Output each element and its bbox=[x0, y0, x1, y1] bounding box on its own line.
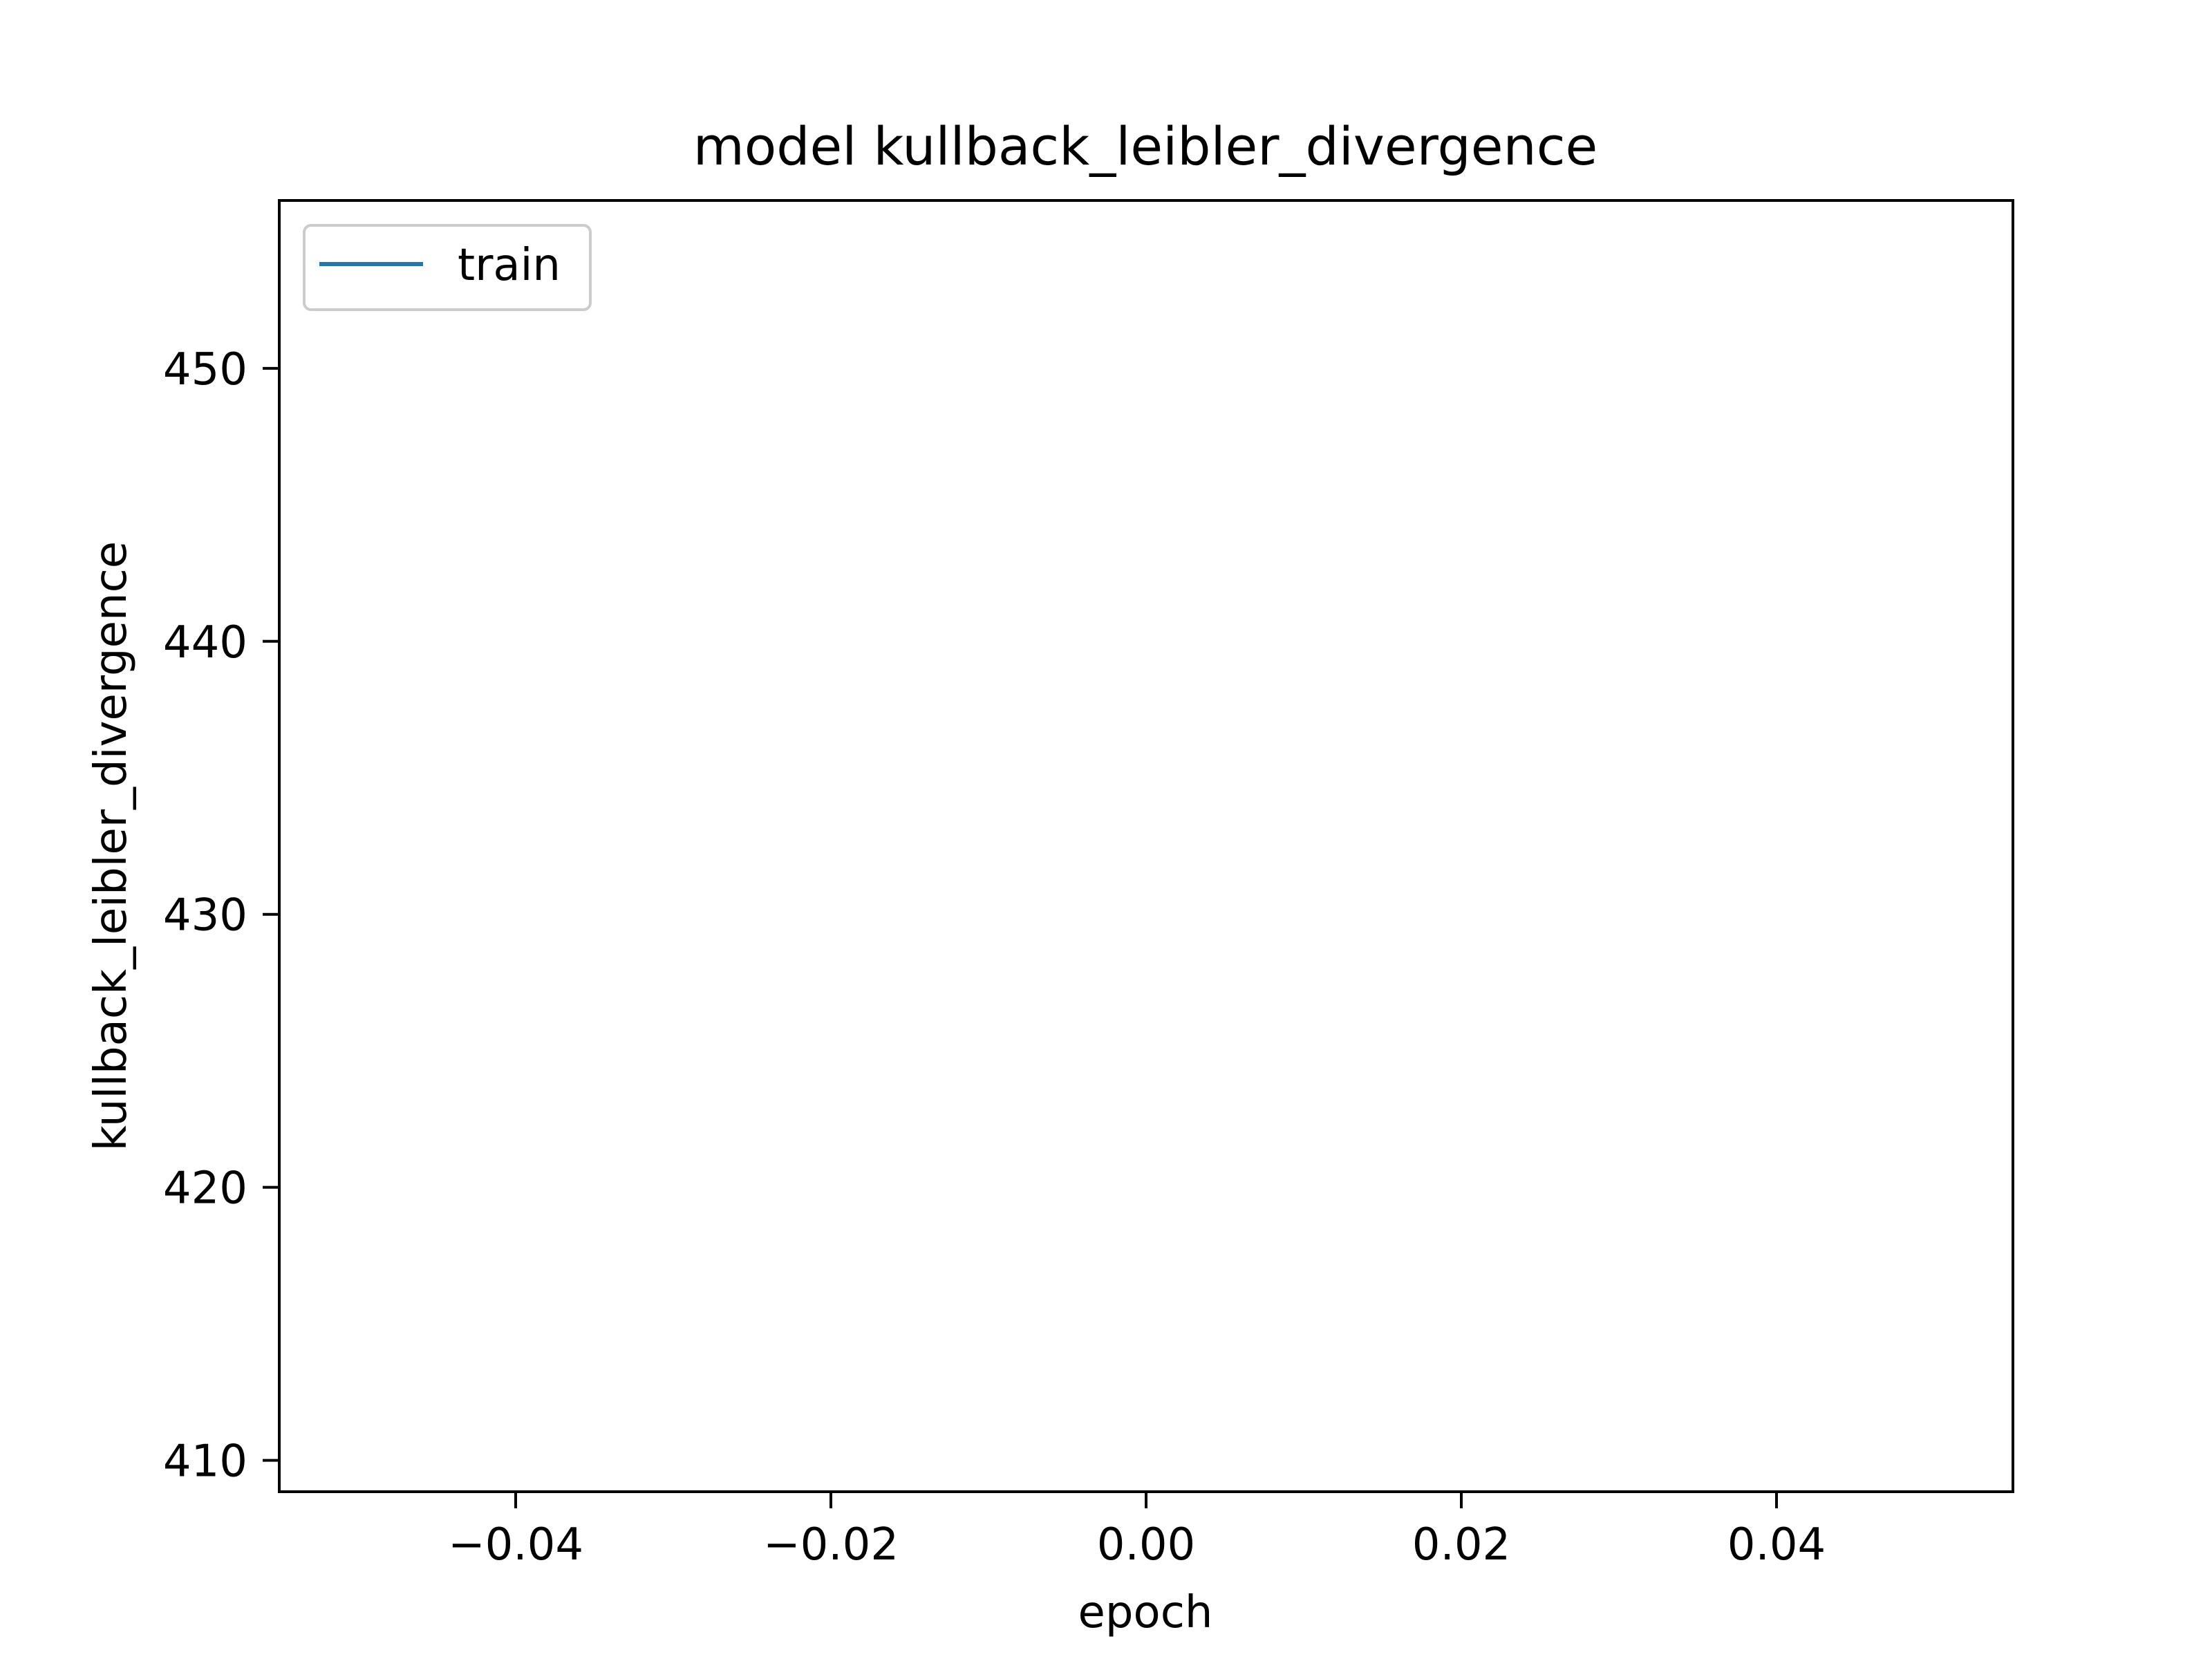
y-axis-label: kullback_leibler_divergence bbox=[86, 541, 137, 1151]
y-tick-label: 410 bbox=[163, 1436, 247, 1488]
plot-area bbox=[279, 200, 2013, 1492]
y-tick-label: 420 bbox=[163, 1163, 247, 1215]
x-tick-label: 0.00 bbox=[1097, 1519, 1196, 1571]
x-axis-label: epoch bbox=[1078, 1587, 1213, 1638]
y-tick-label: 440 bbox=[163, 617, 247, 668]
y-tick-label: 430 bbox=[163, 890, 247, 941]
axes-background bbox=[279, 200, 2013, 1492]
legend-label-train: train bbox=[458, 240, 561, 291]
y-axis-ticks: 410 420 430 440 450 bbox=[163, 344, 279, 1488]
x-tick-label: 0.04 bbox=[1727, 1519, 1826, 1571]
x-axis-ticks: −0.04 −0.02 0.00 0.02 0.04 bbox=[448, 1492, 1826, 1571]
x-tick-label: −0.02 bbox=[763, 1519, 899, 1571]
legend-box bbox=[303, 224, 592, 311]
chart-title: model kullback_leibler_divergence bbox=[693, 115, 1598, 177]
y-tick-label: 450 bbox=[163, 344, 247, 395]
x-tick-label: −0.04 bbox=[448, 1519, 583, 1571]
x-tick-label: 0.02 bbox=[1412, 1519, 1511, 1571]
legend: train bbox=[303, 224, 592, 311]
